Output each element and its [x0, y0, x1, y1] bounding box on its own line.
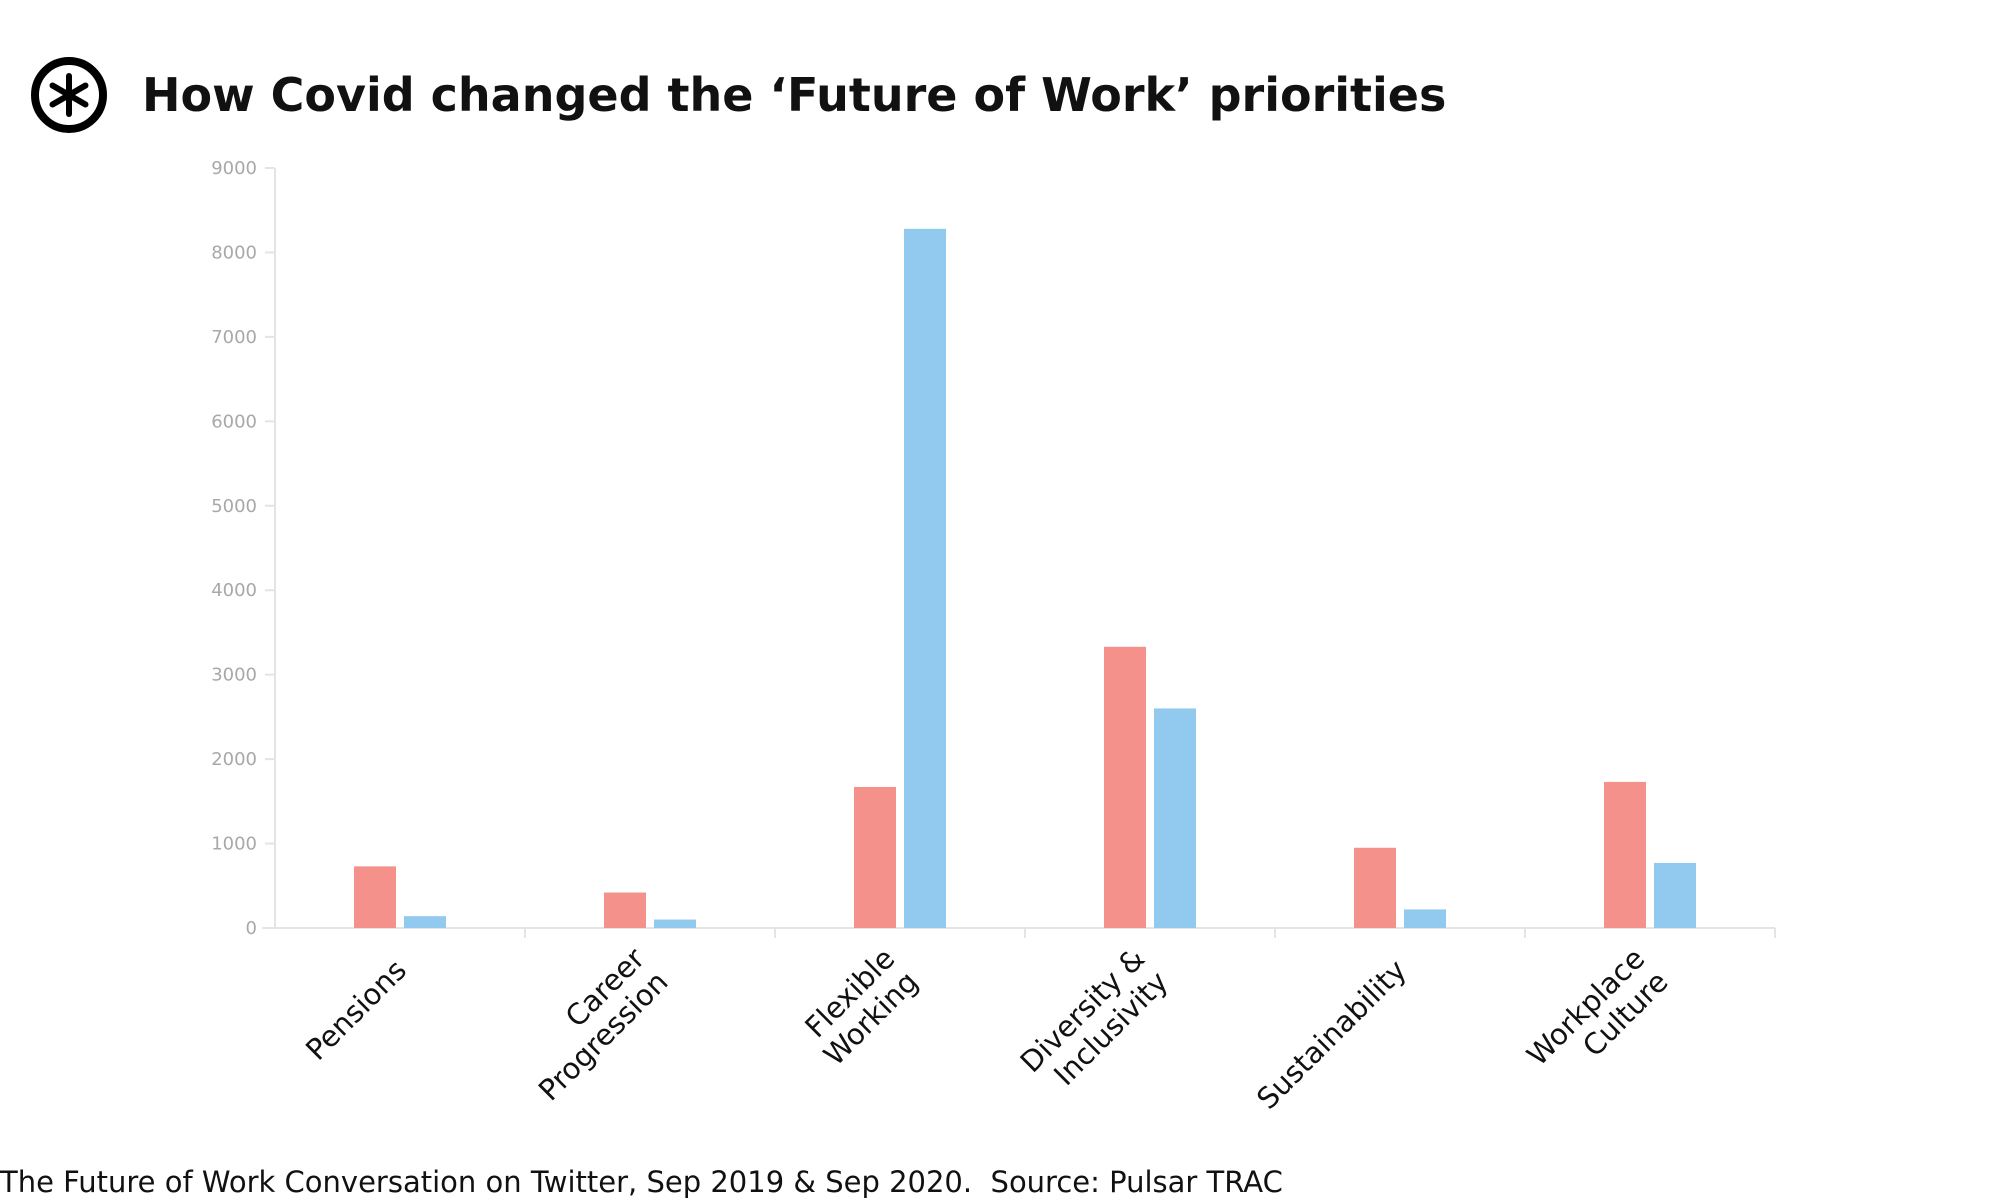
asterisk-circle-icon	[31, 57, 107, 133]
y-tick-label: 3000	[211, 665, 257, 686]
y-tick-label: 2000	[211, 749, 257, 770]
bar	[1404, 909, 1446, 928]
category-label: Pensions	[299, 953, 413, 1067]
chart-title: How Covid changed the ‘Future of Work’ p…	[142, 68, 1447, 122]
x-axis	[262, 927, 1776, 938]
bar	[604, 892, 646, 928]
category-label: Sustainability	[1250, 953, 1413, 1116]
y-tick-label: 7000	[211, 327, 257, 348]
bar	[1654, 862, 1696, 928]
source-caption: The Future of Work Conversation on Twitt…	[0, 1165, 1283, 1199]
y-axis: 0 1000 2000 3000 4000 5000 6000 7000 8000 9000	[211, 158, 276, 939]
y-tick-label: 4000	[211, 580, 257, 601]
bar	[354, 866, 396, 928]
category-labels: Pensions CareerProgression FlexibleWorking…	[299, 941, 1675, 1116]
y-tick-label: 1000	[211, 834, 257, 855]
bar	[1354, 847, 1396, 928]
bar	[854, 786, 896, 928]
y-tick-label: 6000	[211, 411, 257, 432]
bar	[1154, 708, 1196, 928]
bar	[1104, 646, 1146, 928]
y-tick-label: 9000	[211, 158, 257, 179]
category-label: Diversity &Inclusivity	[1013, 941, 1174, 1102]
y-tick-label: 5000	[211, 496, 257, 517]
bar	[404, 916, 446, 928]
category-label: FlexibleWorking	[794, 941, 925, 1072]
chart-header: How Covid changed the ‘Future of Work’ p…	[28, 50, 1446, 140]
bar	[1604, 781, 1646, 928]
category-label: WorkplaceCulture	[1520, 941, 1674, 1095]
bar	[654, 919, 696, 928]
bar	[904, 228, 946, 929]
bars	[354, 228, 1696, 929]
y-tick-label: 0	[246, 918, 257, 939]
category-label: CareerProgression	[508, 941, 674, 1107]
y-tick-label: 8000	[211, 242, 257, 263]
